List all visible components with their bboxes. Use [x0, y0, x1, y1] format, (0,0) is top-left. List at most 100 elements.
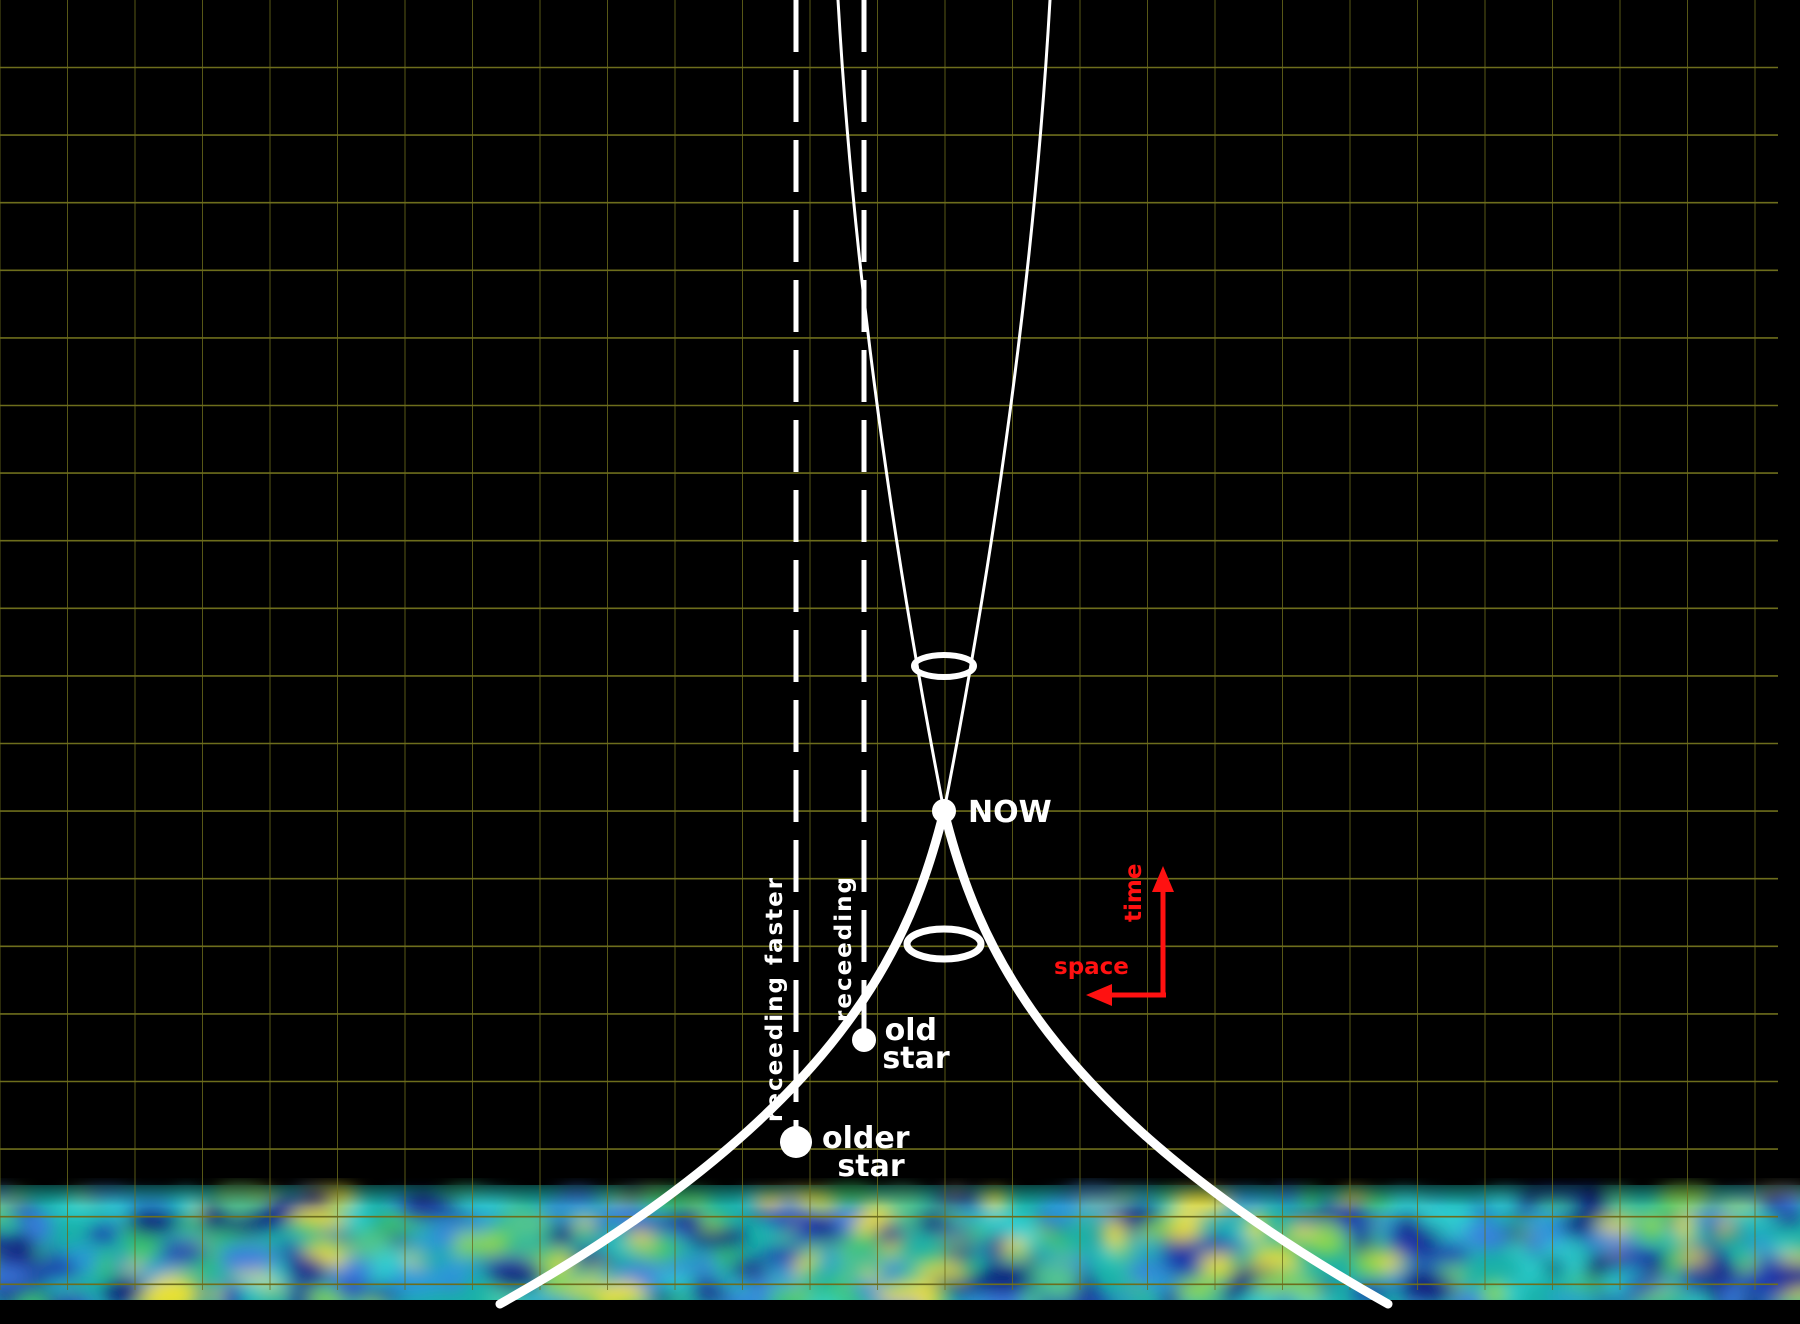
cmb-blob — [433, 1223, 460, 1241]
cmb-blob — [707, 1250, 742, 1264]
cmb-blob — [913, 1212, 952, 1231]
cmb-blob — [1383, 1238, 1433, 1250]
cmb-blob — [1103, 1219, 1124, 1250]
cmb-blob — [0, 1232, 8, 1255]
cmb-blob — [1579, 1231, 1638, 1250]
cmb-blob — [388, 1265, 443, 1298]
old-star-point — [852, 1028, 876, 1052]
cmb-blob — [1431, 1241, 1471, 1265]
space-axis-label: space — [1054, 954, 1129, 980]
cmb-blob — [1316, 1280, 1335, 1294]
cmb-blob — [1023, 1263, 1081, 1281]
cmb-blob — [218, 1245, 277, 1273]
now-label: NOW — [968, 795, 1052, 830]
cmb-blob — [1146, 1269, 1175, 1295]
cmb-blob — [502, 1208, 553, 1241]
cmb-blob — [477, 1255, 536, 1271]
cmb-blob — [821, 1248, 839, 1270]
cmb-blob — [563, 1283, 612, 1295]
past-cone-left — [495, 806, 949, 1309]
cmb-blob — [763, 1245, 804, 1267]
cmb-blob — [1749, 1233, 1771, 1256]
cmb-blob — [648, 1233, 681, 1264]
cmb-blob — [1520, 1256, 1542, 1286]
cmb-blob — [689, 1228, 748, 1249]
cmb-blob — [1307, 1235, 1347, 1256]
cmb-blob — [873, 1222, 907, 1245]
cmb-blob — [651, 1270, 692, 1295]
cmb-blob — [0, 1266, 32, 1285]
cmb-blob — [333, 1282, 366, 1299]
cmb-blob — [1281, 1225, 1318, 1242]
cmb-band — [0, 1178, 1800, 1324]
time-axis-label: time — [1121, 864, 1147, 922]
past-cone-ring — [903, 925, 985, 963]
cmb-blob — [727, 1259, 768, 1282]
cmb-blob — [1251, 1273, 1301, 1293]
cmb-blob — [936, 1226, 975, 1240]
cmb-blob — [88, 1224, 120, 1243]
cmb-blob — [1610, 1248, 1658, 1269]
cmb-hotspot — [626, 1232, 654, 1248]
cmb-blob — [1560, 1278, 1611, 1292]
axis-indicator: time space — [1054, 864, 1174, 1006]
cmb-blob — [1510, 1241, 1527, 1262]
cmb-blob — [974, 1266, 1034, 1295]
future-cone-right — [942, 0, 1052, 813]
cmb-blob — [126, 1207, 172, 1237]
cmb-blob — [1050, 1229, 1067, 1247]
cmb-blob — [1400, 1268, 1443, 1299]
cmb-blob — [22, 1211, 53, 1242]
cmb-hotspot — [1166, 1224, 1194, 1240]
cmb-blob — [468, 1232, 508, 1257]
cmb-blob — [1073, 1271, 1095, 1303]
cmb-hotspot — [852, 1217, 880, 1233]
grid — [0, 0, 1778, 1290]
cmb-blob — [639, 1262, 700, 1275]
cmb-blob — [1621, 1277, 1659, 1297]
cmb-blob — [1775, 1262, 1800, 1291]
cmb-blob — [1540, 1242, 1579, 1259]
cmb-blob — [985, 1232, 1013, 1263]
older-star-label: older star — [822, 1121, 920, 1184]
future-cone-ring — [911, 652, 977, 680]
cmb-blob — [1159, 1253, 1205, 1280]
receding-faster-label: receeding faster — [762, 876, 788, 1122]
future-cone-left — [836, 0, 946, 813]
cmb-blob — [275, 1245, 307, 1258]
receding-label: receeding — [831, 875, 857, 1022]
cmb-hotspot — [1001, 1240, 1029, 1256]
cmb-blob — [0, 1203, 16, 1226]
cmb-blob — [1560, 1212, 1598, 1236]
cmb-blob — [1178, 1279, 1212, 1302]
light-cone — [495, 0, 1393, 1309]
cmb-blob — [1639, 1217, 1666, 1240]
cmb-blob — [147, 1275, 200, 1307]
cmb-blob — [1728, 1213, 1781, 1225]
cmb-blob — [1664, 1250, 1683, 1281]
cmb-blob — [1717, 1221, 1734, 1235]
cmb-blob — [1676, 1212, 1694, 1244]
cmb-blob — [28, 1257, 80, 1281]
cmb-blob — [1597, 1217, 1634, 1237]
past-cone-right — [939, 806, 1393, 1309]
cmb-blob — [1184, 1236, 1245, 1256]
cmb-blob — [1764, 1240, 1798, 1254]
cmb-blob — [1048, 1248, 1085, 1261]
cmb-blob — [1197, 1248, 1235, 1277]
arrow-up-head — [1152, 866, 1174, 892]
cmb-blob — [1333, 1209, 1379, 1234]
cmb-blob — [284, 1255, 330, 1287]
cmb-blob — [1475, 1204, 1492, 1216]
cmb-blob — [289, 1209, 347, 1229]
cmb-blob — [357, 1290, 409, 1302]
cmb-blob — [157, 1241, 210, 1264]
cmb-blob — [1564, 1252, 1583, 1281]
cmb-hotspot — [1376, 1254, 1404, 1270]
cmb-hotspot — [911, 1282, 939, 1298]
now-point — [932, 799, 956, 823]
cmb-blob — [1468, 1233, 1507, 1250]
cmb-blob — [791, 1224, 815, 1244]
